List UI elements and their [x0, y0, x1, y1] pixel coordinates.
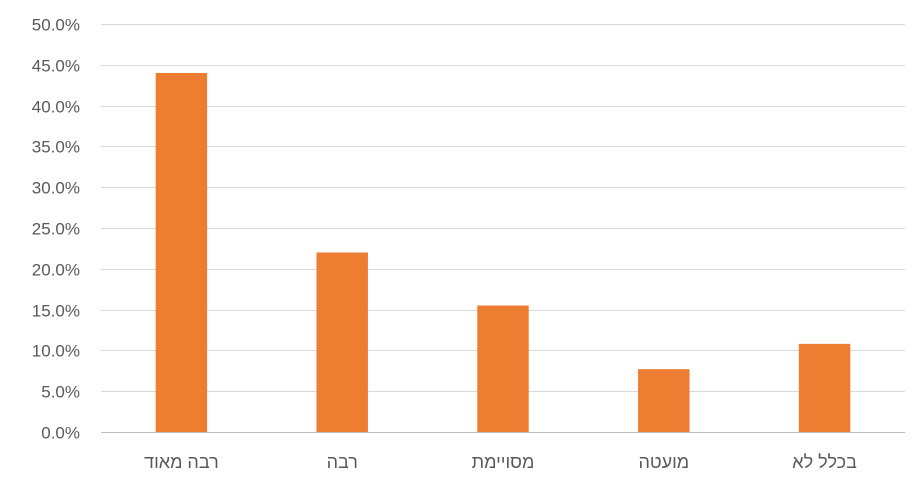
x-tick-label: בכלל לא	[792, 452, 857, 472]
y-tick-label: 40.0%	[32, 98, 80, 117]
bar	[638, 369, 690, 432]
y-tick-label: 45.0%	[32, 57, 80, 76]
bar	[316, 252, 368, 432]
y-tick-label: 5.0%	[41, 383, 80, 402]
bar	[798, 343, 851, 432]
y-tick-label: 0.0%	[41, 424, 80, 443]
y-tick-label: 10.0%	[32, 342, 80, 361]
bar	[155, 72, 208, 433]
x-tick-label: רבה	[327, 452, 358, 472]
y-tick-label: 15.0%	[32, 302, 80, 321]
y-tick-label: 30.0%	[32, 179, 80, 198]
x-tick-label: רבה מאוד	[144, 452, 219, 472]
bars	[155, 72, 851, 433]
y-tick-label: 35.0%	[32, 138, 80, 157]
y-axis-tick-labels: 0.0% 5.0% 10.0% 15.0% 20.0% 25.0% 30.0% 35.0% 40…	[32, 16, 80, 443]
x-axis-tick-labels: רבה מאוד רבה מסויימת מועטה בכלל לא	[144, 452, 857, 472]
x-tick-label: מועטה	[638, 452, 689, 472]
y-tick-label: 20.0%	[32, 261, 80, 280]
x-tick-label: מסויימת	[472, 452, 535, 472]
y-tick-label: 50.0%	[32, 16, 80, 35]
bar	[477, 305, 529, 432]
gridlines	[101, 24, 905, 392]
y-tick-label: 25.0%	[32, 220, 80, 239]
